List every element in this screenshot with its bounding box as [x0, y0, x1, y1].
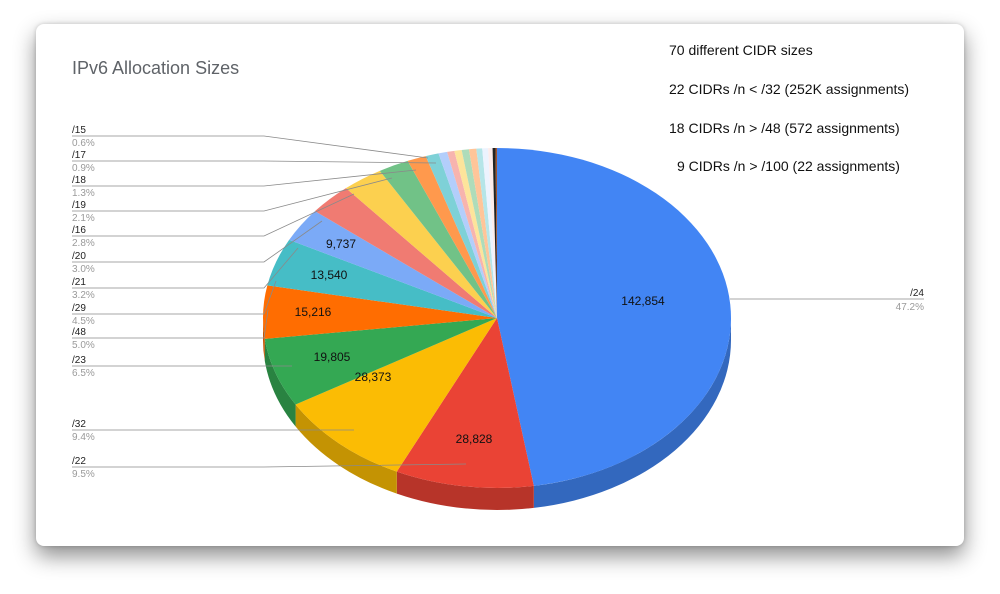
pie-slice-prefix-15[interactable] — [438, 151, 497, 318]
leader-line-prefix-21 — [72, 247, 299, 289]
pie-slice-prefix-29[interactable] — [267, 239, 497, 318]
slice-percent-prefix-32: 9.4% — [72, 432, 95, 443]
slice-label-prefix-21: /21 — [72, 277, 86, 288]
slice-label-prefix-16: /16 — [72, 225, 86, 236]
chart-title: IPv6 Allocation Sizes — [72, 58, 240, 78]
slice-label-prefix-24: /24 — [910, 288, 924, 299]
leader-line-prefix-48 — [72, 309, 269, 339]
pie-slice-prefix-24[interactable] — [497, 148, 731, 486]
note-very-large-prefix: 9 CIDRs /n > /100 (22 assignments) — [677, 158, 900, 174]
slice-percent-prefix-18: 1.3% — [72, 188, 95, 199]
slice-percent-prefix-20: 3.0% — [72, 264, 95, 275]
leader-labels: /15 0.6%/17 0.9%/18 1.3%/19 2.1%/16 2.8% /20 3.… — [72, 125, 924, 480]
pie-chart: 142,854 28,828 28,373 19,805 15,216 13,540 9,7… — [72, 125, 924, 510]
pie-slice-other[interactable] — [488, 148, 497, 318]
slice-percent-prefix-17: 0.9% — [72, 163, 95, 174]
value-label-prefix-48: 15,216 — [295, 305, 332, 319]
leader-line-prefix-15 — [72, 135, 429, 159]
value-label-prefix-23: 19,805 — [314, 350, 351, 364]
note-small-prefix: 22 CIDRs /n < /32 (252K assignments) — [669, 81, 910, 97]
slice-percent-prefix-16: 2.8% — [72, 238, 95, 249]
slice-side-/48 — [263, 318, 265, 361]
pie-slice-other[interactable] — [476, 148, 497, 318]
pie-slice-other[interactable] — [482, 148, 497, 318]
note-cidr-count: 70 different CIDR sizes — [669, 42, 813, 58]
slice-value-labels: 142,854 28,828 28,373 19,805 15,216 13,540 9,7… — [295, 237, 665, 446]
slice-percent-prefix-21: 3.2% — [72, 290, 95, 301]
pie-slice-other[interactable] — [447, 150, 497, 318]
leader-line-prefix-29 — [72, 280, 277, 315]
pie-slice-prefix-23[interactable] — [264, 318, 497, 405]
slice-label-prefix-15: /15 — [72, 125, 86, 136]
slice-label-prefix-22: /22 — [72, 456, 86, 467]
leader-line-prefix-16 — [72, 193, 355, 237]
slice-percent-prefix-29: 4.5% — [72, 316, 95, 327]
pie-slice-prefix-16[interactable] — [345, 170, 497, 318]
leader-line-prefix-18 — [72, 169, 417, 187]
leader-line-prefix-22 — [72, 463, 467, 468]
slice-label-prefix-29: /29 — [72, 303, 86, 314]
slice-percent-prefix-22: 9.5% — [72, 469, 95, 480]
value-label-prefix-24: 142,854 — [621, 294, 665, 308]
pie-slice-other[interactable] — [468, 148, 497, 318]
pie-slice-other[interactable] — [495, 148, 497, 318]
pie-slice-other[interactable] — [454, 149, 497, 318]
slice-label-prefix-18: /18 — [72, 175, 86, 186]
pie-slice-prefix-32[interactable] — [295, 318, 497, 472]
pie-slice-prefix-22[interactable] — [396, 318, 534, 488]
slice-side-/24 — [533, 318, 731, 508]
slice-percent-prefix-23: 6.5% — [72, 368, 95, 379]
pie-side-walls — [263, 318, 731, 510]
slice-percent-prefix-15: 0.6% — [72, 138, 95, 149]
slice-label-prefix-23: /23 — [72, 355, 86, 366]
slice-label-prefix-20: /20 — [72, 251, 86, 262]
pie-slice-prefix-48[interactable] — [263, 285, 497, 339]
slice-percent-prefix-48: 5.0% — [72, 340, 95, 351]
pie-slice-prefix-19[interactable] — [379, 160, 497, 318]
slice-percent-prefix-19: 2.1% — [72, 213, 95, 224]
value-label-prefix-32: 28,373 — [355, 370, 392, 384]
slice-side-/23 — [264, 338, 296, 427]
pie-slice-other[interactable] — [492, 148, 497, 318]
pie-slice-prefix-20[interactable] — [314, 188, 497, 318]
pie-slice-prefix-18[interactable] — [407, 156, 497, 318]
value-label-prefix-21: 9,737 — [326, 237, 356, 251]
slice-label-prefix-48: /48 — [72, 327, 86, 338]
slice-label-prefix-19: /19 — [72, 200, 86, 211]
slice-side-/32 — [295, 404, 397, 494]
pie-slice-other[interactable] — [461, 149, 497, 318]
leader-line-prefix-19 — [72, 177, 393, 212]
slice-side-/22 — [396, 471, 534, 510]
note-large-prefix: 18 CIDRs /n > /48 (572 assignments) — [669, 120, 900, 136]
slice-label-prefix-32: /32 — [72, 419, 86, 430]
pie-slices — [263, 148, 731, 488]
value-label-prefix-29: 13,540 — [311, 268, 348, 282]
pie-slice-prefix-17[interactable] — [425, 153, 497, 318]
leader-line-prefix-17 — [72, 160, 437, 164]
leader-line-prefix-20 — [72, 220, 323, 263]
chart-window: IPv6 Allocation Sizes 70 different CIDR … — [36, 24, 964, 546]
slice-label-prefix-17: /17 — [72, 150, 86, 161]
slice-percent-prefix-24: 47.2% — [896, 302, 924, 313]
pie-slice-prefix-21[interactable] — [289, 211, 497, 318]
value-label-prefix-22: 28,828 — [456, 432, 493, 446]
